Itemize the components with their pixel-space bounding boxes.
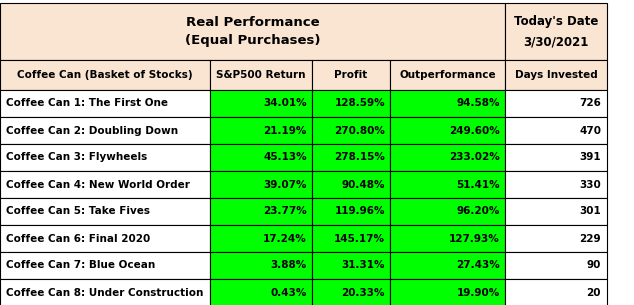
Text: 27.43%: 27.43% xyxy=(456,260,500,271)
Bar xyxy=(312,171,390,198)
Bar xyxy=(210,198,312,225)
Bar xyxy=(505,144,607,171)
Text: 127.93%: 127.93% xyxy=(450,234,500,243)
Text: Today's Date
3/30/2021: Today's Date 3/30/2021 xyxy=(514,15,598,48)
Bar xyxy=(505,90,607,117)
Bar xyxy=(312,90,390,117)
Bar xyxy=(505,225,607,252)
Bar xyxy=(505,171,607,198)
Bar xyxy=(390,198,505,225)
Bar xyxy=(390,60,505,90)
Bar xyxy=(505,60,607,90)
Bar xyxy=(390,279,505,305)
Bar xyxy=(210,171,312,198)
Text: Coffee Can 4: New World Order: Coffee Can 4: New World Order xyxy=(6,180,190,189)
Text: 229: 229 xyxy=(579,234,601,243)
Text: 470: 470 xyxy=(579,125,601,135)
Text: 90.48%: 90.48% xyxy=(342,180,385,189)
Bar xyxy=(505,3,607,60)
Bar xyxy=(390,117,505,144)
Bar xyxy=(0,90,210,117)
Text: 31.31%: 31.31% xyxy=(342,260,385,271)
Bar xyxy=(0,60,210,90)
Text: 51.41%: 51.41% xyxy=(456,180,500,189)
Bar xyxy=(312,198,390,225)
Bar xyxy=(0,225,210,252)
Bar xyxy=(0,252,210,279)
Text: 23.77%: 23.77% xyxy=(263,206,307,217)
Text: 726: 726 xyxy=(579,99,601,109)
Bar xyxy=(505,279,607,305)
Text: Real Performance
(Equal Purchases): Real Performance (Equal Purchases) xyxy=(184,16,320,47)
Bar xyxy=(390,252,505,279)
Bar xyxy=(0,117,210,144)
Bar xyxy=(390,225,505,252)
Bar xyxy=(210,60,312,90)
Text: 301: 301 xyxy=(579,206,601,217)
Bar xyxy=(312,225,390,252)
Bar xyxy=(0,171,210,198)
Bar xyxy=(505,252,607,279)
Text: Coffee Can (Basket of Stocks): Coffee Can (Basket of Stocks) xyxy=(17,70,193,80)
Text: Coffee Can 1: The First One: Coffee Can 1: The First One xyxy=(6,99,168,109)
Bar xyxy=(312,60,390,90)
Bar xyxy=(312,252,390,279)
Bar xyxy=(210,90,312,117)
Bar xyxy=(210,144,312,171)
Bar xyxy=(312,279,390,305)
Bar xyxy=(390,171,505,198)
Text: 90: 90 xyxy=(586,260,601,271)
Bar xyxy=(390,90,505,117)
Text: 94.58%: 94.58% xyxy=(456,99,500,109)
Bar xyxy=(0,3,505,60)
Text: 17.24%: 17.24% xyxy=(263,234,307,243)
Bar xyxy=(312,144,390,171)
Text: 3.88%: 3.88% xyxy=(271,260,307,271)
Text: 96.20%: 96.20% xyxy=(456,206,500,217)
Bar xyxy=(210,252,312,279)
Text: 20: 20 xyxy=(586,288,601,297)
Text: 278.15%: 278.15% xyxy=(334,152,385,163)
Text: S&P500 Return: S&P500 Return xyxy=(216,70,306,80)
Bar xyxy=(312,117,390,144)
Text: 128.59%: 128.59% xyxy=(334,99,385,109)
Text: 19.90%: 19.90% xyxy=(456,288,500,297)
Bar xyxy=(505,117,607,144)
Text: 249.60%: 249.60% xyxy=(450,125,500,135)
Text: 0.43%: 0.43% xyxy=(271,288,307,297)
Bar xyxy=(0,144,210,171)
Text: 330: 330 xyxy=(579,180,601,189)
Text: Coffee Can 8: Under Construction: Coffee Can 8: Under Construction xyxy=(6,288,204,297)
Text: 270.80%: 270.80% xyxy=(334,125,385,135)
Text: 119.96%: 119.96% xyxy=(335,206,385,217)
Text: 391: 391 xyxy=(579,152,601,163)
Text: 34.01%: 34.01% xyxy=(263,99,307,109)
Bar xyxy=(210,225,312,252)
Text: Days Invested: Days Invested xyxy=(515,70,597,80)
Text: Coffee Can 6: Final 2020: Coffee Can 6: Final 2020 xyxy=(6,234,150,243)
Bar xyxy=(210,117,312,144)
Text: 45.13%: 45.13% xyxy=(263,152,307,163)
Text: Coffee Can 5: Take Fives: Coffee Can 5: Take Fives xyxy=(6,206,150,217)
Bar xyxy=(210,279,312,305)
Text: Coffee Can 7: Blue Ocean: Coffee Can 7: Blue Ocean xyxy=(6,260,155,271)
Text: 39.07%: 39.07% xyxy=(264,180,307,189)
Text: 233.02%: 233.02% xyxy=(450,152,500,163)
Text: Profit: Profit xyxy=(334,70,368,80)
Text: Coffee Can 2: Doubling Down: Coffee Can 2: Doubling Down xyxy=(6,125,178,135)
Text: Outperformance: Outperformance xyxy=(399,70,496,80)
Text: 21.19%: 21.19% xyxy=(264,125,307,135)
Bar xyxy=(390,144,505,171)
Text: 145.17%: 145.17% xyxy=(334,234,385,243)
Text: 20.33%: 20.33% xyxy=(342,288,385,297)
Bar xyxy=(505,198,607,225)
Bar xyxy=(0,279,210,305)
Bar xyxy=(0,198,210,225)
Text: Coffee Can 3: Flywheels: Coffee Can 3: Flywheels xyxy=(6,152,147,163)
